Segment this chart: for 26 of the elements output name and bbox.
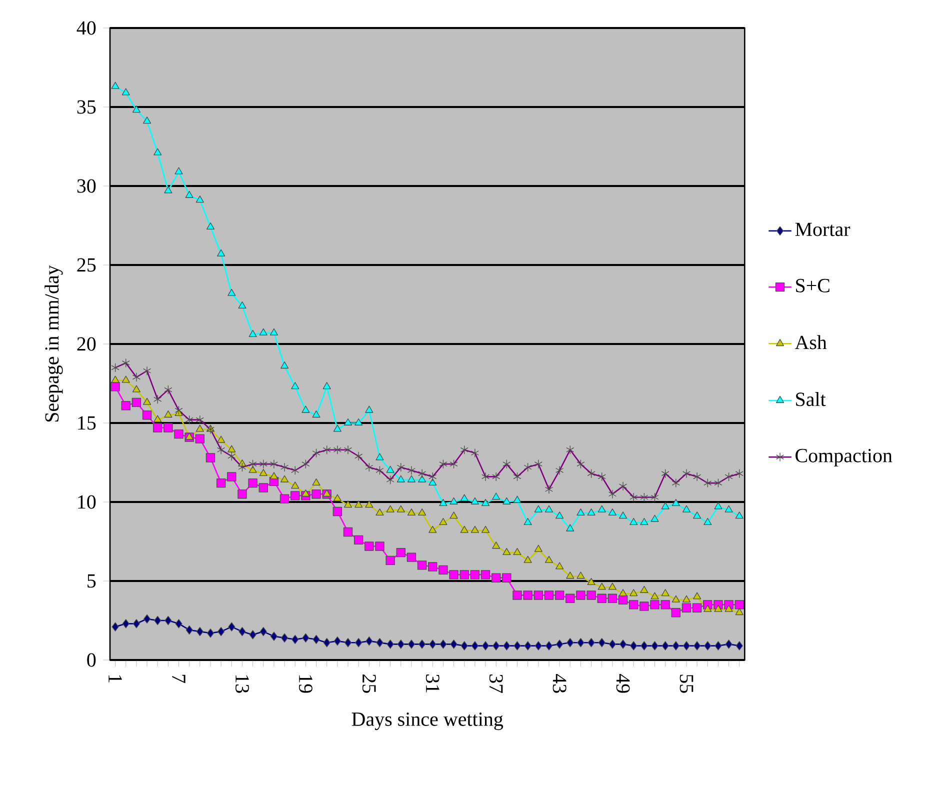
legend-label: Compaction [796,448,892,466]
y-tick-label: 15 [78,416,96,430]
legend-label: Ash [794,335,827,350]
x-tick-label: 43 [552,674,566,693]
y-axis-title: Seepage in mm/day [44,265,63,422]
x-tick-label: 31 [426,674,440,692]
y-tick-label: 20 [77,337,96,351]
legend-label: Salt [796,392,826,406]
y-tick-label: 0 [87,653,96,667]
y-tick-label: 40 [76,21,96,35]
x-axis-title: Days since wetting [352,712,504,730]
legend-label: Mortar [795,222,850,236]
y-tick-label: 10 [78,495,96,509]
x-tick-label: 55 [680,674,694,693]
x-tick-label: 19 [298,675,312,693]
y-tick-label: 25 [77,258,96,272]
x-tick-label: 37 [489,674,503,694]
y-tick-label: 5 [88,574,96,588]
x-tick-label: 7 [172,674,186,684]
y-tick-label: 30 [77,179,96,193]
x-tick-label: 49 [616,674,630,693]
x-tick-label: 13 [236,675,249,693]
x-tick-label: 25 [362,674,376,693]
x-tick-label: 1 [108,675,122,682]
y-tick-label: 35 [77,100,96,114]
legend-label: S+C [796,278,830,292]
